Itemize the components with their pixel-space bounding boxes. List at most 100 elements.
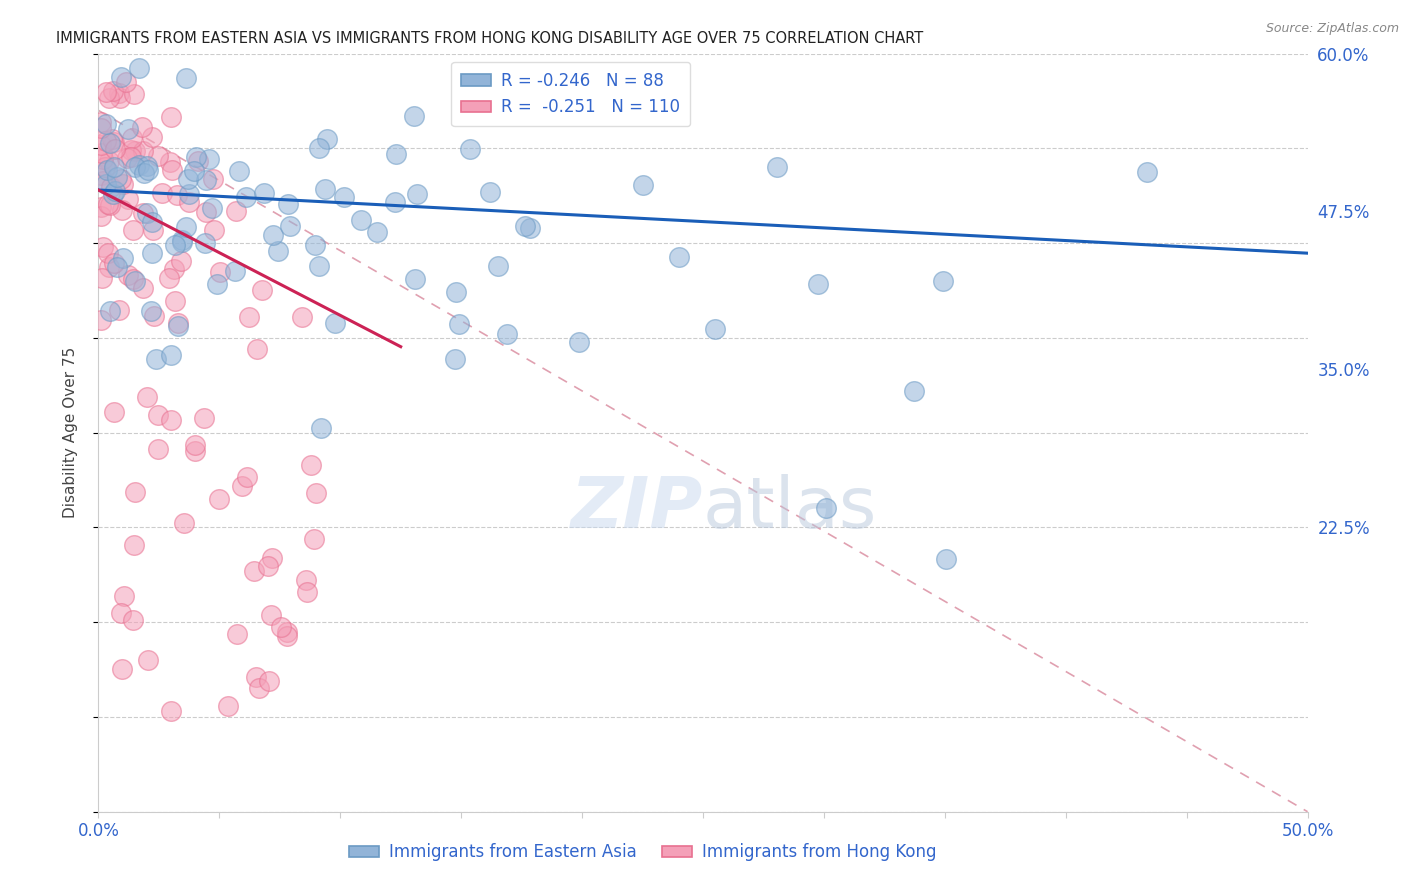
Point <box>105 260 128 275</box>
Point <box>91 271 114 285</box>
Point <box>157 270 180 285</box>
Point <box>308 259 330 273</box>
Point <box>163 237 186 252</box>
Point <box>444 352 467 367</box>
Point <box>104 142 127 156</box>
Point <box>295 574 318 588</box>
Y-axis label: Disability Age Over 75: Disability Age Over 75 <box>63 347 77 518</box>
Point <box>122 272 145 286</box>
Point <box>444 285 467 299</box>
Point <box>94 177 117 191</box>
Point <box>276 629 298 643</box>
Point <box>704 322 727 336</box>
Point <box>194 173 217 187</box>
Point <box>405 186 427 201</box>
Point <box>91 174 114 188</box>
Point <box>104 184 127 198</box>
Point <box>184 150 207 164</box>
Point <box>136 390 159 404</box>
Point <box>264 21 287 36</box>
Point <box>98 198 121 212</box>
Point <box>209 264 232 278</box>
Point <box>295 585 318 599</box>
Point <box>257 674 280 689</box>
Point <box>141 303 163 318</box>
Point <box>166 316 188 330</box>
Point <box>108 86 131 100</box>
Point <box>166 188 188 202</box>
Point <box>117 268 139 282</box>
Point <box>110 171 132 186</box>
Point <box>103 84 125 98</box>
Point <box>486 260 509 274</box>
Point <box>173 516 195 531</box>
Point <box>159 704 181 718</box>
Point <box>128 158 150 172</box>
Point <box>177 187 200 202</box>
Point <box>299 458 322 473</box>
Point <box>141 215 163 229</box>
Point <box>170 233 193 247</box>
Point <box>201 201 224 215</box>
Point <box>231 479 253 493</box>
Point <box>194 235 217 250</box>
Point <box>903 384 925 399</box>
Point <box>94 160 117 174</box>
Point <box>110 70 132 84</box>
Point <box>159 155 181 169</box>
Text: ZIP: ZIP <box>571 474 703 543</box>
Point <box>90 210 112 224</box>
Point <box>122 613 145 627</box>
Point <box>207 277 229 291</box>
Point <box>460 142 482 156</box>
Point <box>124 274 146 288</box>
Point <box>302 532 325 546</box>
Point <box>449 317 471 331</box>
Point <box>120 143 142 157</box>
Point <box>94 135 117 149</box>
Point <box>91 240 114 254</box>
Point <box>145 352 167 367</box>
Point <box>806 277 828 292</box>
Point <box>136 206 159 220</box>
Point <box>160 163 183 178</box>
Point <box>90 115 112 129</box>
Point <box>117 192 139 206</box>
Legend: Immigrants from Eastern Asia, Immigrants from Hong Kong: Immigrants from Eastern Asia, Immigrants… <box>342 837 943 868</box>
Point <box>568 334 591 349</box>
Point <box>202 172 225 186</box>
Point <box>136 159 159 173</box>
Point <box>183 164 205 178</box>
Point <box>765 160 787 174</box>
Point <box>246 342 269 356</box>
Point <box>170 254 193 268</box>
Point <box>159 413 181 427</box>
Point <box>124 538 146 552</box>
Point <box>224 263 246 277</box>
Point <box>276 625 298 640</box>
Point <box>305 486 328 500</box>
Point <box>110 607 132 621</box>
Point <box>270 619 292 633</box>
Point <box>141 130 163 145</box>
Point <box>114 75 136 89</box>
Point <box>96 162 118 177</box>
Point <box>350 212 373 227</box>
Point <box>131 120 153 134</box>
Point <box>103 256 125 270</box>
Point <box>243 564 266 578</box>
Point <box>146 408 169 422</box>
Point <box>160 111 183 125</box>
Point <box>120 150 142 164</box>
Point <box>238 310 260 324</box>
Point <box>515 219 537 234</box>
Point <box>308 141 330 155</box>
Point <box>98 136 121 150</box>
Point <box>309 421 332 435</box>
Point <box>228 164 250 178</box>
Point <box>574 105 596 120</box>
Point <box>932 274 955 288</box>
Point <box>108 303 131 318</box>
Point <box>110 202 132 217</box>
Point <box>94 117 117 131</box>
